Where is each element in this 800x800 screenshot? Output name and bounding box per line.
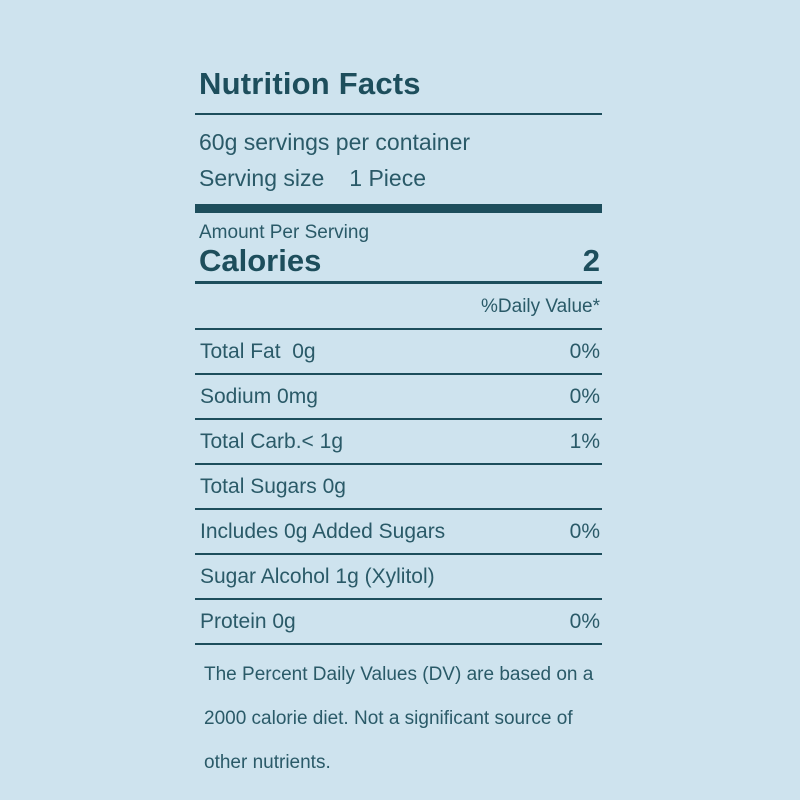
- nutrient-row-added-sugars: Includes 0g Added Sugars 0%: [195, 510, 602, 555]
- daily-value-header: %Daily Value*: [195, 284, 602, 330]
- nutrient-name: Total Sugars 0g: [200, 474, 346, 498]
- nutrient-name: Includes 0g Added Sugars: [200, 519, 446, 543]
- nutrient-name: Total Fat 0g: [200, 339, 316, 363]
- nutrient-row-total-carb: Total Carb.< 1g 1%: [195, 420, 602, 465]
- nutrient-name: Sugar Alcohol 1g (Xylitol): [200, 564, 435, 588]
- serving-size-label: Serving size: [199, 165, 325, 191]
- nutrition-facts-label: Nutrition Facts 60g servings per contain…: [195, 66, 602, 785]
- calories-row: Calories 2: [195, 244, 602, 284]
- nutrient-row-sugar-alcohol: Sugar Alcohol 1g (Xylitol): [195, 555, 602, 600]
- nutrient-row-protein: Protein 0g 0%: [195, 600, 602, 645]
- nutrient-percent: 0%: [569, 519, 600, 543]
- nutrient-name: Total Carb.< 1g: [200, 429, 344, 453]
- serving-size-row: Serving size 1 Piece: [199, 160, 602, 196]
- nutrient-name: Protein 0g: [200, 609, 296, 633]
- thick-divider: [195, 204, 602, 213]
- nutrient-percent: 1%: [569, 429, 600, 453]
- nutrient-row-total-sugars: Total Sugars 0g: [195, 465, 602, 510]
- calories-value: 2: [582, 243, 600, 278]
- label-title: Nutrition Facts: [195, 66, 602, 115]
- nutrient-percent: 0%: [569, 384, 600, 408]
- nutrient-row-sodium: Sodium 0mg 0%: [195, 375, 602, 420]
- footnote-line-3: other nutrients.: [204, 752, 331, 773]
- footnote-line-1: The Percent Daily Values (DV) are based …: [204, 664, 594, 685]
- amount-per-serving-label: Amount Per Serving: [199, 222, 370, 243]
- servings-per-container: 60g servings per container: [199, 129, 471, 155]
- nutrient-name: Sodium 0mg: [200, 384, 318, 408]
- nutrient-percent: 0%: [569, 609, 600, 633]
- nutrient-row-total-fat: Total Fat 0g 0%: [195, 330, 602, 375]
- footnote-line-2: 2000 calorie diet. Not a significant sou…: [204, 708, 573, 729]
- serving-size-value: 1 Piece: [349, 165, 426, 191]
- calories-label: Calories: [199, 243, 322, 278]
- serving-info: 60g servings per container Serving size 1…: [195, 115, 602, 204]
- footnote: The Percent Daily Values (DV) are based …: [195, 645, 602, 785]
- nutrient-percent: 0%: [569, 339, 600, 363]
